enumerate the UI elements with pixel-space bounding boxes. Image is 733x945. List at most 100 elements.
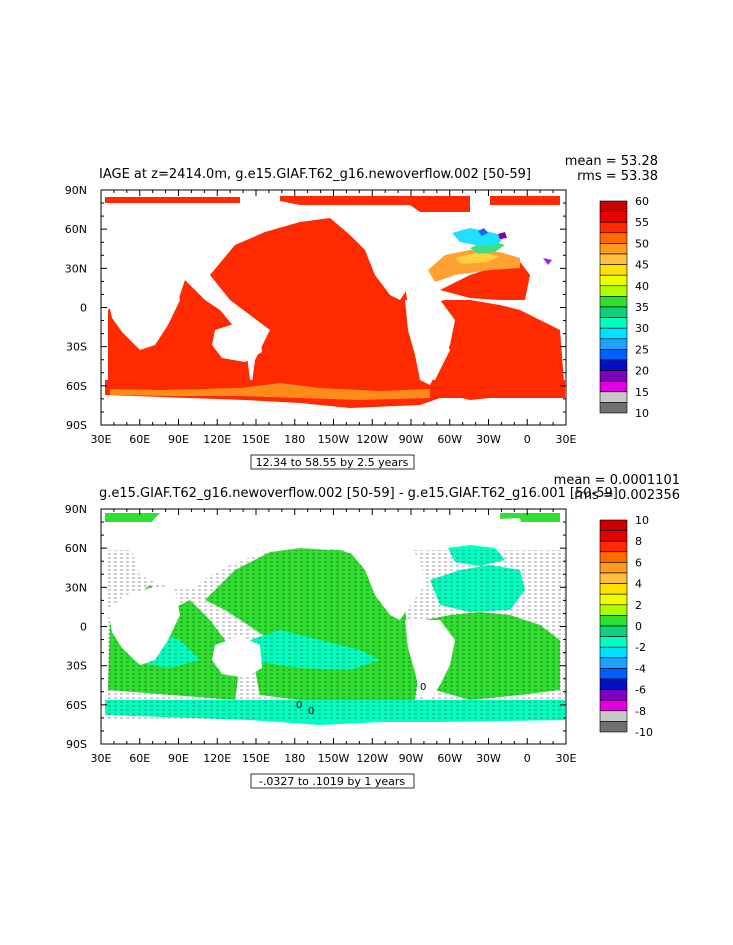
colorbar-swatch [599,604,628,616]
x-tick-label: 30E [91,752,112,765]
x-tick-label: 120E [203,433,231,446]
colorbar-label: 30 [635,322,649,335]
colorbar-swatch [599,657,628,669]
colorbar-swatch [599,562,628,574]
colorbar-label: 10 [635,514,649,527]
panel2-land-samerica [405,620,455,700]
colorbar-label: 4 [635,578,642,591]
panel1-ocean-natl-orange [428,250,520,282]
panel2-x-labels: 30E 60E 90E 120E 150E 180 150W 120W 90W 60W 30W 0 30… [91,752,577,765]
x-tick-label: 180 [284,752,305,765]
panel2-contour-label: 0 [420,682,426,693]
panel2-land-eurasia [130,513,330,590]
panel2-map: 0 0 0 [105,513,565,742]
panel1-ocean-arctic [105,197,240,203]
colorbar-label: -4 [635,662,646,675]
y-tick-label: 30N [65,581,87,594]
panel2-land-namerica [330,528,425,620]
colorbar-swatch [599,519,628,531]
panel1-ocean-natl-purple [543,258,552,265]
panel1-stat-rms: rms = 53.38 [577,169,658,184]
colorbar-swatch [599,200,628,212]
colorbar-swatch [599,593,628,606]
panel1-ocean-natl-cyan [452,228,505,246]
colorbar-swatch [599,232,628,244]
colorbar-swatch [599,572,628,584]
panel2-land-africa [108,588,180,665]
colorbar-label: 0 [635,620,642,633]
panel2-land-antarctica [105,725,565,742]
colorbar-label: 40 [635,280,649,293]
panel1-ocean-arctic-2 [280,196,470,212]
panel1-axis-ticks [100,189,567,426]
y-tick-label: 60S [66,699,87,712]
panel2-stat-mean: mean = 0.0001101 [554,473,680,488]
panel1-ocean-natl-blue [478,228,488,236]
colorbar-swatch [599,699,628,712]
panel1-ocean-atlantic-south [425,300,565,400]
panel1-ocean-southern-orange [110,383,430,400]
panel-age-difference: g.e15.GIAF.T62_g16.newoverflow.002 [50-5… [65,473,680,789]
x-tick-label: 60E [129,433,150,446]
x-tick-label: 30W [476,752,501,765]
colorbar-swatch [599,327,628,340]
panel2-contour-labels: 0 0 0 [296,682,426,717]
x-tick-label: 90W [399,433,424,446]
colorbar-swatch [599,285,628,297]
colorbar-swatch [599,540,628,553]
x-tick-label: 180 [284,433,305,446]
y-tick-label: 90N [65,503,87,516]
x-tick-label: 120W [356,752,388,765]
colorbar-label: 20 [635,365,649,378]
colorbar-label: 55 [635,216,649,229]
colorbar-label: 6 [635,556,642,569]
panel1-map [105,196,565,420]
x-tick-label: 90W [399,752,424,765]
x-tick-label: 150W [318,752,350,765]
colorbar-swatch [599,317,628,329]
x-tick-label: 0 [524,433,531,446]
colorbar-swatch [599,391,628,403]
panel2-subtitle: -.0327 to .1019 by 1 years [259,775,406,788]
panel1-land-australia [212,322,262,362]
colorbar-swatch [599,678,628,690]
colorbar-swatch [599,625,628,637]
colorbar-swatch [599,274,628,287]
y-tick-label: 30S [66,660,87,673]
colorbar-label: -8 [635,705,646,718]
colorbar-swatch [599,551,628,563]
x-tick-label: 30E [91,433,112,446]
y-tick-label: 90S [66,738,87,751]
y-tick-label: 90N [65,184,87,197]
colorbar-label: -6 [635,684,646,697]
colorbar-label: 15 [635,386,649,399]
x-tick-label: 30E [556,752,577,765]
x-tick-label: 90E [168,752,189,765]
colorbar-label: 35 [635,301,649,314]
colorbar-label: 2 [635,599,642,612]
colorbar-swatch [599,668,628,680]
y-tick-label: 30S [66,341,87,354]
colorbar-swatch [599,380,628,393]
x-tick-label: 60W [437,433,462,446]
colorbar-swatch [599,530,628,542]
colorbar-label: -10 [635,726,653,739]
panel1-subtitle-box [250,454,415,470]
colorbar-label: 50 [635,237,649,250]
y-tick-label: 60N [65,223,87,236]
panel-age: IAGE at z=2414.0m, g.e15.GIAF.T62_g16.ne… [65,154,658,470]
colorbar-label: 25 [635,343,649,356]
y-tick-label: 30N [65,262,87,275]
panel1-subtitle: 12.34 to 58.55 by 2.5 years [256,456,409,469]
y-tick-label: 60S [66,380,87,393]
x-tick-label: 30E [556,433,577,446]
colorbar-swatch [599,306,628,318]
colorbar-swatch [599,264,628,276]
panel1-stat-mean: mean = 53.28 [565,154,658,169]
y-tick-label: 60N [65,542,87,555]
panel2-title: g.e15.GIAF.T62_g16.newoverflow.002 [50-5… [99,486,618,501]
colorbar-swatch [599,243,628,255]
colorbar-label: 10 [635,407,649,420]
colorbar-swatch [599,370,628,382]
colorbar-label: 45 [635,259,649,272]
